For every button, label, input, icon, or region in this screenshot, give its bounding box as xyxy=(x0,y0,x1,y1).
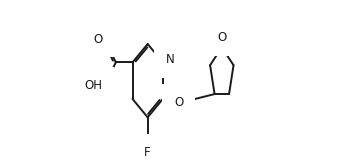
Text: OH: OH xyxy=(84,79,102,92)
Text: O: O xyxy=(93,33,102,46)
Text: O: O xyxy=(174,96,183,109)
Text: N: N xyxy=(166,53,175,66)
Text: O: O xyxy=(217,31,226,44)
Text: F: F xyxy=(144,146,151,159)
